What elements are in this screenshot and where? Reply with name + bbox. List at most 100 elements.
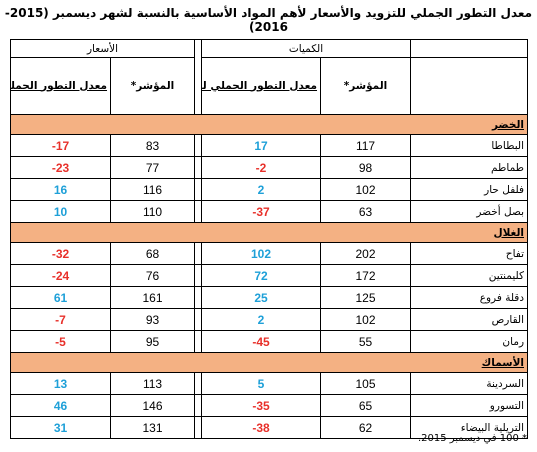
price-change-cell: -32 xyxy=(9,242,112,265)
spacer-cell xyxy=(194,200,203,223)
quantity-index-cell: 98 xyxy=(320,156,412,179)
spacer-cell xyxy=(194,264,203,287)
table-row: طماطم 98 -2 77 -23 xyxy=(9,156,529,179)
product-name-cell: فلفل حار xyxy=(410,178,529,201)
quantity-change-cell: 25 xyxy=(201,286,322,309)
page-title: معدل التطور الجملي للتزويد والأسعار لأهم… xyxy=(4,6,533,34)
quantity-change-cell: -38 xyxy=(201,416,322,439)
quantities-group-header: الكميات xyxy=(201,39,412,58)
price-change-cell: -7 xyxy=(9,308,112,331)
quantity-change-cell-value: 17 xyxy=(254,138,268,153)
footnote: * 100 في ديسمبر 2015. xyxy=(417,433,527,444)
corner-cell xyxy=(410,39,529,58)
quantity-index-cell: 202 xyxy=(320,242,412,265)
quantity-change-cell-value: 72 xyxy=(254,268,268,283)
quantity-change-cell: 102 xyxy=(201,242,322,265)
quantity-index-cell: 62 xyxy=(320,416,412,439)
table-row: دقلة فروع 125 25 161 61 xyxy=(9,286,529,309)
group-header-row: الكميات الأسعار xyxy=(9,39,529,115)
price-change-cell-value: 31 xyxy=(53,420,68,435)
price-change-cell-value: -32 xyxy=(51,246,70,261)
product-header xyxy=(410,57,529,115)
table-row: تفاح 202 102 68 -32 xyxy=(9,242,529,265)
spacer-cell xyxy=(194,330,203,353)
price-change-cell: -5 xyxy=(9,330,112,353)
product-name-cell: السردينة xyxy=(410,372,529,395)
category-row: الخضر xyxy=(9,114,529,135)
quantity-change-cell: -2 xyxy=(201,156,322,179)
price-change-cell: -23 xyxy=(9,156,112,179)
product-name-cell: القارص xyxy=(410,308,529,331)
quantity-index-cell: 105 xyxy=(320,372,412,395)
price-index-cell: 113 xyxy=(110,372,196,395)
price-change-cell: 13 xyxy=(9,372,112,395)
price-change-cell: 46 xyxy=(9,394,112,417)
table-row: القارص 102 2 93 -7 xyxy=(9,308,529,331)
price-change-cell-value: 61 xyxy=(53,290,68,305)
spacer-cell xyxy=(194,286,203,309)
quantity-change-cell-value: 2 xyxy=(257,312,265,327)
quantity-change-header: معدل التطور الجملي للتزويد 2016-2015 (%) xyxy=(201,57,322,115)
quantity-index-cell: 63 xyxy=(320,200,412,223)
product-name-cell: طماطم xyxy=(410,156,529,179)
quantity-change-cell: 5 xyxy=(201,372,322,395)
price-change-cell-value: -17 xyxy=(51,138,70,153)
price-change-header: معدل التطور الجملي للأسعار 2016-2015 (%) xyxy=(9,57,112,115)
category-label: الخضر xyxy=(9,114,529,135)
spacer-cell xyxy=(194,134,203,157)
quantity-index-cell: 65 xyxy=(320,394,412,417)
spacer-cell xyxy=(194,242,203,265)
category-label: الأسماك xyxy=(9,352,529,373)
prices-group-header: الأسعار xyxy=(9,39,196,58)
quantity-change-cell: -37 xyxy=(201,200,322,223)
quantity-index-cell: 55 xyxy=(320,330,412,353)
quantity-change-cell-value: -38 xyxy=(252,420,270,435)
price-change-cell-value: 46 xyxy=(53,398,68,413)
table-row: التريلية البيضاء 62 -38 131 31 xyxy=(9,416,529,439)
quantity-change-cell: 2 xyxy=(201,178,322,201)
quantity-change-cell: 72 xyxy=(201,264,322,287)
price-change-cell: 16 xyxy=(9,178,112,201)
price-index-cell: 110 xyxy=(110,200,196,223)
quantity-index-cell: 102 xyxy=(320,308,412,331)
spacer-cell xyxy=(194,308,203,331)
quantity-change-cell-value: 2 xyxy=(257,182,265,197)
price-change-cell: -17 xyxy=(9,134,112,157)
product-name-cell: التسورو xyxy=(410,394,529,417)
price-change-cell-value: -23 xyxy=(51,160,70,175)
spacer-cell xyxy=(194,416,203,439)
quantity-index-cell: 125 xyxy=(320,286,412,309)
category-row: الغلال xyxy=(9,222,529,243)
price-change-cell: -24 xyxy=(9,264,112,287)
product-name-cell: دقلة فروع xyxy=(410,286,529,309)
table-row: البطاطا 117 17 83 -17 xyxy=(9,134,529,157)
quantity-change-cell-value: -37 xyxy=(252,204,270,219)
price-index-cell: 131 xyxy=(110,416,196,439)
quantity-change-cell: 17 xyxy=(201,134,322,157)
quantity-index-header: المؤشر* xyxy=(320,57,412,115)
price-change-cell: 10 xyxy=(9,200,112,223)
quantity-index-cell: 117 xyxy=(320,134,412,157)
quantity-change-cell-value: -35 xyxy=(252,398,270,413)
price-change-cell-value: -24 xyxy=(51,268,70,283)
product-name-cell: البطاطا xyxy=(410,134,529,157)
table-row: كليمنتين 172 72 76 -24 xyxy=(9,264,529,287)
category-row: الأسماك xyxy=(9,352,529,373)
category-label: الغلال xyxy=(9,222,529,243)
spacer-cell xyxy=(194,394,203,417)
product-name-cell: بصل أخضر xyxy=(410,200,529,223)
quantity-change-header-label: معدل التطور الجملي للتزويد 2016-2015 (%) xyxy=(202,79,318,92)
quantity-change-cell-value: -45 xyxy=(252,334,270,349)
price-index-cell: 146 xyxy=(110,394,196,417)
table-row: السردينة 105 5 113 13 xyxy=(9,372,529,395)
price-index-cell: 77 xyxy=(110,156,196,179)
table-row: التسورو 65 -35 146 46 xyxy=(9,394,529,417)
price-change-cell-value: 10 xyxy=(53,204,68,219)
price-index-cell: 76 xyxy=(110,264,196,287)
product-name-cell: رمان xyxy=(410,330,529,353)
price-index-cell: 161 xyxy=(110,286,196,309)
quantity-change-cell-value: -2 xyxy=(255,160,267,175)
price-change-cell-value: -7 xyxy=(55,312,66,327)
price-index-header: المؤشر* xyxy=(110,57,196,115)
quantity-change-cell: -45 xyxy=(201,330,322,353)
